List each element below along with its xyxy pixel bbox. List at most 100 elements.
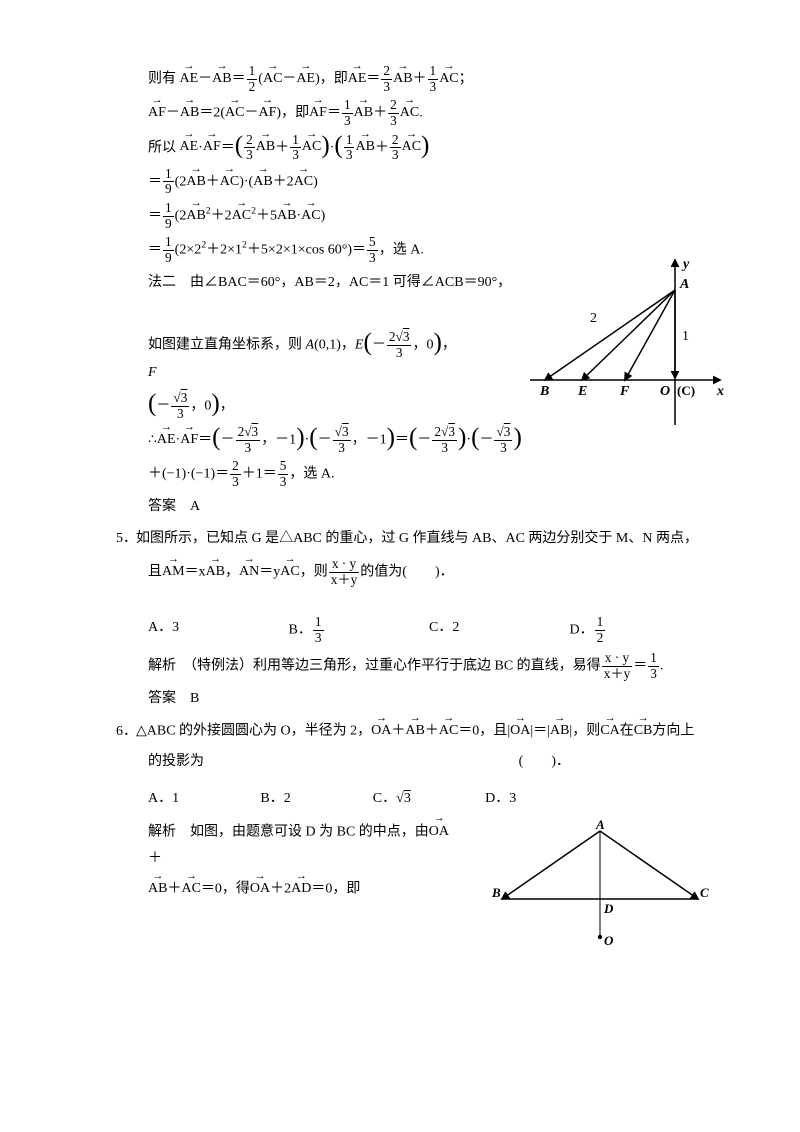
text: ＋2 (270, 882, 291, 897)
vec-AB: AB (256, 134, 275, 161)
frac: 19 (163, 167, 174, 197)
frac: 23 (390, 133, 401, 163)
text: 的值为( )． (360, 564, 453, 579)
svg-text:x: x (716, 384, 724, 399)
frac: 13 (648, 651, 659, 681)
svg-text:D: D (603, 901, 614, 916)
svg-text:B: B (539, 384, 549, 399)
text: 在 (620, 724, 634, 739)
answer-label: 答案 (148, 691, 176, 706)
text: ，选 A. (289, 467, 334, 482)
text: 所以 (148, 140, 176, 155)
svg-text:1: 1 (682, 329, 689, 344)
a-coord: A(0,1)， (306, 337, 355, 352)
text: 则有 (148, 71, 176, 86)
question-number: 6． (116, 719, 136, 746)
vec-AC: AC (439, 718, 458, 745)
option-b: B．2 (260, 786, 372, 813)
text: 如图建立直角坐标系，则 (148, 337, 302, 352)
zero: 0 (426, 337, 433, 352)
vec-AE: AE (348, 66, 367, 93)
vec-AN: AN (239, 559, 259, 586)
text: ＝x (185, 564, 206, 579)
vec-AC: AC (232, 203, 251, 230)
vec-AF: AF (203, 134, 221, 161)
vec-AB: AB (206, 559, 225, 586)
paren-blank: ( )． (519, 749, 570, 776)
vec-AB: AB (180, 100, 199, 127)
frac-half: 12 (247, 64, 258, 94)
text: 方向上 (652, 724, 694, 739)
vec-AE: AE (157, 427, 176, 454)
vec-AE: AE (180, 134, 199, 161)
vec-AC: AC (220, 169, 239, 196)
svg-text:C: C (700, 885, 709, 900)
text: ，则 (300, 564, 328, 579)
vec-AF: AF (180, 427, 198, 454)
vec-CB: CB (634, 718, 653, 745)
vec-AC: AC (302, 134, 321, 161)
frac: 23 (388, 98, 399, 128)
svg-text:y: y (681, 257, 690, 272)
text: 且 (148, 564, 162, 579)
frac: 233 (432, 425, 457, 455)
text: 即 (334, 71, 348, 86)
svg-text:2: 2 (590, 311, 597, 326)
frac: 33 (494, 425, 512, 455)
vec-AC: AC (294, 169, 313, 196)
answer-value: B (190, 691, 199, 706)
vec-OA: OA (250, 876, 270, 903)
text: ，则 (572, 724, 600, 739)
text: ， (225, 564, 239, 579)
text: ＝0，且 (458, 724, 507, 739)
option-d: D．12 (570, 615, 711, 645)
svg-text:O: O (660, 384, 670, 399)
vec-AC: AC (402, 134, 421, 161)
vec-AB: AB (186, 169, 205, 196)
vec-AC: AC (301, 203, 320, 230)
frac: 13 (342, 98, 353, 128)
text: ＝0，即 (311, 882, 360, 897)
vec-AB: AB (405, 718, 424, 745)
frac-xy: x · yx＋y (329, 557, 360, 587)
svg-text:A: A (595, 819, 605, 832)
vec-AB: AB (148, 876, 167, 903)
frac: 33 (333, 425, 351, 455)
text: ＝ (633, 659, 647, 674)
vec-AM: AM (162, 559, 185, 586)
frac: x · yx＋y (602, 651, 633, 681)
vec-AB: AB (212, 66, 231, 93)
vec-AD: AD (291, 876, 311, 903)
zero: 0 (204, 398, 211, 413)
solution-label: 解析 (148, 659, 176, 674)
frac: 19 (163, 201, 174, 231)
text: 即 (295, 106, 309, 121)
option-c: C．2 (429, 615, 570, 645)
option-a: A．3 (148, 615, 289, 645)
q5-stem-a: 如图所示，已知点 G 是△ABC 的重心，过 G 作直线与 AB、AC 两边分别… (136, 531, 698, 546)
vec-AF: AF (258, 100, 276, 127)
frac: 13 (344, 133, 355, 163)
text: △ABC 的外接圆圆心为 O，半径为 2， (136, 724, 371, 739)
frac: 23 (381, 64, 392, 94)
triangle-figure: A B C D O (490, 819, 710, 949)
vec-AB: AB (277, 203, 296, 230)
vec-AF: AF (309, 100, 327, 127)
vec-OA: OA (510, 718, 530, 745)
method2-block: 法二 由∠BAC＝60°，AB＝2，AC＝1 可得∠ACB＝90°， 如图建立直… (120, 270, 710, 521)
text: ＝0，得 (201, 882, 250, 897)
text: 如图，由题意可设 D 为 BC 的中点，由 (190, 824, 429, 839)
f-label: F (148, 365, 157, 380)
vec-AE: AE (180, 66, 199, 93)
vec-AC: AC (225, 100, 244, 127)
vec-AB: AB (355, 134, 374, 161)
text: ＋(−1)·(−1)＝ (148, 467, 229, 482)
vec-AE: AE (296, 66, 315, 93)
svg-text:B: B (491, 885, 501, 900)
vec-AB: AB (253, 169, 272, 196)
q6-solution-block: 解析 如图，由题意可设 D 为 BC 的中点，由OA＋ AB＋AC＝0，得OA＋… (120, 819, 710, 904)
vec-AC: AC (280, 559, 299, 586)
e-label: E (355, 337, 364, 352)
method2-label: 法二 (148, 275, 176, 290)
frac: 19 (163, 235, 174, 265)
